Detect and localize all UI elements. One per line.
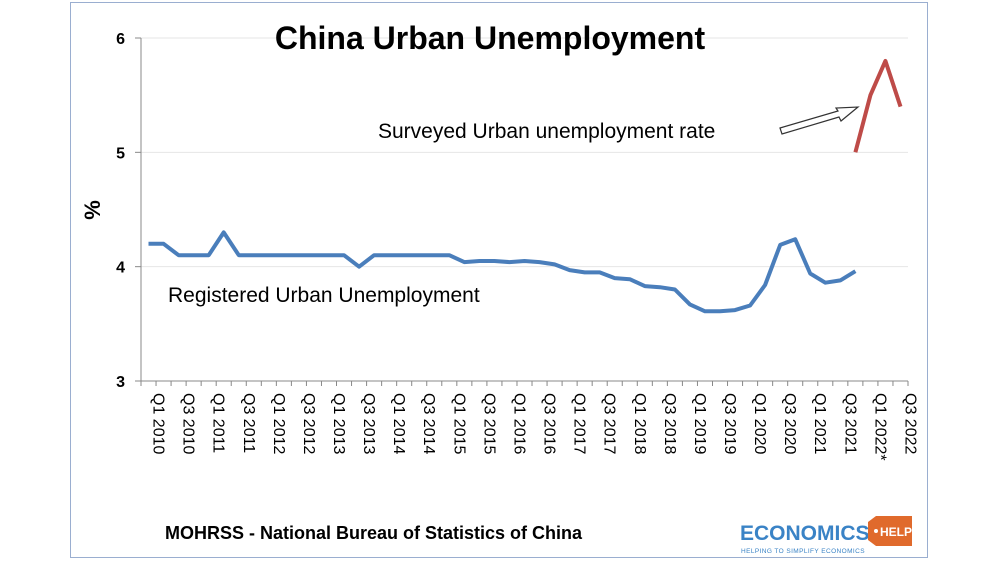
- x-tick-label: Q3 2011: [240, 393, 257, 453]
- chart-frame: [70, 2, 928, 558]
- series-line-1: [853, 58, 903, 153]
- x-tick-label: Q3 2013: [360, 393, 377, 454]
- y-axis-label: %: [80, 200, 105, 220]
- series-line-0: [148, 230, 857, 314]
- y-tick-labels: 3 4 5 6: [116, 31, 125, 391]
- logo-badge-text: HELP: [880, 525, 912, 539]
- x-tick-label: Q3 2015: [480, 393, 497, 454]
- x-tick-label: Q1 2019: [691, 393, 708, 454]
- x-tick-label: Q3 2014: [420, 393, 437, 454]
- x-tick-label: Q3 2010: [180, 393, 197, 454]
- x-tick-label: Q1 2021: [811, 393, 828, 454]
- gridlines: [141, 37, 908, 268]
- x-tick-label: Q3 2012: [300, 393, 317, 454]
- series-lines: [148, 58, 903, 314]
- x-tick-label: Q3 2018: [661, 393, 678, 454]
- logo-badge: [868, 516, 912, 546]
- chart-title: China Urban Unemployment: [275, 20, 706, 56]
- logo-wordmark: ECONOMICS: [740, 522, 870, 545]
- x-tick-label: Q1 2015: [450, 393, 467, 454]
- annotation-registered: Registered Urban Unemployment: [168, 284, 480, 307]
- x-tick-label: Q3 2017: [601, 393, 618, 454]
- x-tick-label: Q3 2021: [841, 393, 858, 454]
- x-tick-label: Q1 2018: [631, 393, 648, 454]
- annotation-surveyed: Surveyed Urban unemployment rate: [378, 120, 715, 143]
- y-tick-label: 6: [116, 31, 125, 48]
- axes: [135, 37, 909, 386]
- annotation-arrow: [779, 106, 860, 135]
- y-tick-label: 4: [116, 260, 125, 277]
- y-tick-label: 5: [116, 145, 125, 162]
- x-tick-label: Q1 2017: [571, 393, 588, 454]
- x-tick-label: Q1 2014: [390, 393, 407, 454]
- x-tick-label: Q1 2016: [510, 393, 527, 454]
- x-tick-label: Q1 2022*: [871, 393, 888, 461]
- x-tick-label: Q3 2019: [721, 393, 738, 454]
- logo-tagline: HELPING TO SIMPLIFY ECONOMICS: [741, 548, 865, 555]
- x-tick-label: Q1 2011: [210, 393, 227, 453]
- x-tick-label: Q1 2013: [330, 393, 347, 454]
- economics-help-logo: ECONOMICS HELP HELPING TO SIMPLIFY ECONO…: [740, 516, 912, 555]
- x-tick-label: Q1 2010: [150, 393, 167, 454]
- y-tick-label: 3: [116, 374, 125, 391]
- x-tick-label: Q3 2022: [901, 393, 918, 454]
- x-tick-label: Q1 2012: [270, 393, 287, 454]
- source-note: MOHRSS - National Bureau of Statistics o…: [165, 523, 583, 543]
- x-tick-label: Q1 2020: [751, 393, 768, 454]
- x-tick-label: Q3 2020: [781, 393, 798, 454]
- x-tick-labels: Q1 2010 Q3 2010 Q1 2011 Q3 2011 Q1 2012 Q3 20…: [150, 393, 919, 461]
- x-tick-label: Q3 2016: [541, 393, 558, 454]
